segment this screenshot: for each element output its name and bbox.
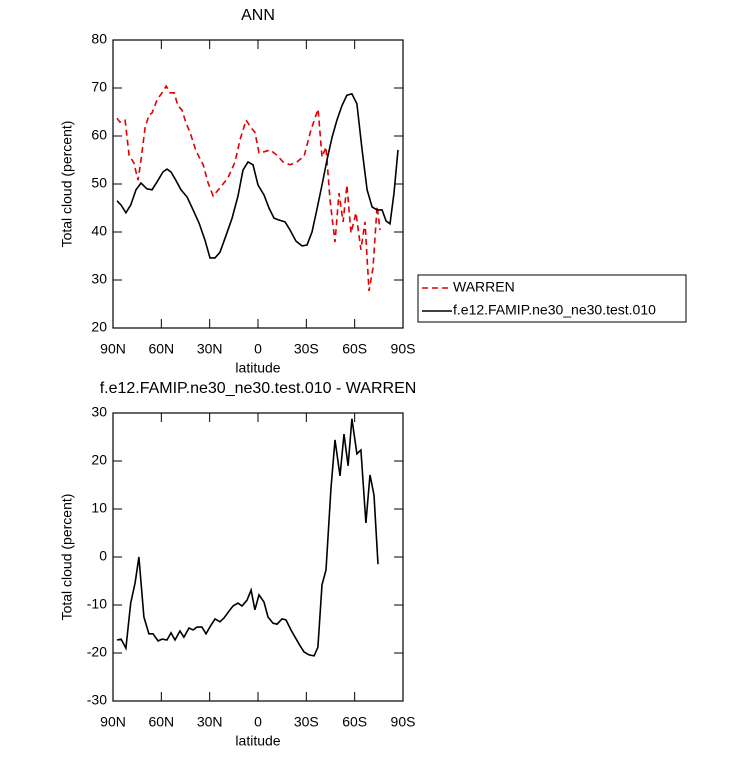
x-tick-label: 60S (342, 341, 367, 357)
y-tick-label: -20 (87, 644, 107, 660)
chart-title: f.e12.FAMIP.ne30_ne30.test.010 - WARREN (100, 380, 417, 397)
y-tick-label: 50 (91, 175, 107, 191)
y-tick-label: 80 (91, 31, 107, 47)
x-axis-label: latitude (235, 733, 280, 749)
x-tick-label: 30S (294, 341, 319, 357)
x-tick-label: 90S (391, 714, 416, 730)
y-tick-label: 0 (99, 548, 107, 564)
y-tick-label: -30 (87, 692, 107, 708)
y-tick-label: 60 (91, 127, 107, 143)
x-tick-label: 30N (197, 714, 223, 730)
y-axis-label: Total cloud (percent) (59, 494, 75, 621)
x-tick-label: 60N (148, 341, 174, 357)
plot-frame (112, 39, 404, 329)
x-tick-label: 60N (148, 714, 174, 730)
x-tick-label: 0 (254, 714, 262, 730)
series-line (116, 92, 399, 259)
series-line (116, 418, 379, 657)
y-tick-label: 10 (91, 500, 107, 516)
y-tick-label: -10 (87, 596, 107, 612)
y-axis-label: Total cloud (percent) (59, 121, 75, 248)
x-tick-label: 30N (197, 341, 223, 357)
y-tick-label: 20 (91, 319, 107, 335)
x-tick-label: 90N (100, 714, 126, 730)
y-tick-label: 20 (91, 452, 107, 468)
x-axis-label: latitude (235, 360, 280, 376)
legend-label: WARREN (453, 279, 515, 295)
y-tick-label: 30 (91, 404, 107, 420)
legend-label: f.e12.FAMIP.ne30_ne30.test.010 (453, 302, 656, 318)
y-tick-label: 30 (91, 271, 107, 287)
x-tick-label: 90N (100, 341, 126, 357)
y-tick-label: 40 (91, 223, 107, 239)
x-tick-label: 0 (254, 341, 262, 357)
plot-frame (112, 412, 404, 702)
x-tick-label: 30S (294, 714, 319, 730)
series-line (116, 84, 381, 292)
legend-box (417, 274, 687, 323)
y-tick-label: 70 (91, 79, 107, 95)
x-tick-label: 60S (342, 714, 367, 730)
chart-title: ANN (241, 7, 275, 24)
x-tick-label: 90S (391, 341, 416, 357)
